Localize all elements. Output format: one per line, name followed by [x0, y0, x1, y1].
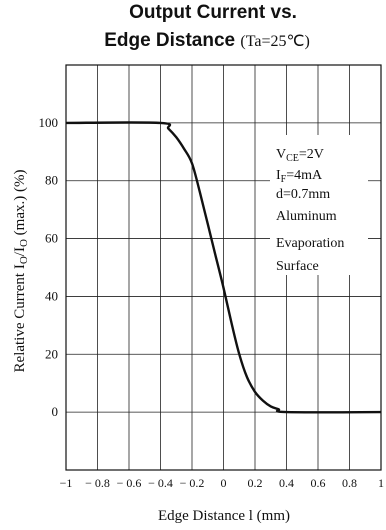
chart-title-line1: Output Current vs.	[129, 2, 297, 23]
series-line	[65, 121, 382, 414]
y-axis-label: Relative Current IO/IO (max.) (%)	[12, 170, 30, 373]
x-axis-label: Edge Distance l (mm)	[158, 508, 290, 524]
x-tick-label: 1	[378, 476, 384, 490]
plot-frame	[65, 64, 382, 471]
x-tick-label: − 0.8	[85, 476, 110, 490]
annotation-aluminum: Aluminum	[276, 209, 337, 224]
annotation-surface: Surface	[276, 259, 319, 274]
x-tick-label: 0.2	[248, 476, 263, 490]
x-tick-label: 0	[221, 476, 227, 490]
annotation-d: d=0.7mm	[276, 187, 330, 202]
tick-labels: −1 − 0.8 − 0.6 − 0.4 − 0.2 0 0.2 0.4 0.6 0.8 1 0 20 4…	[39, 115, 385, 490]
x-tick-label: − 0.4	[148, 476, 173, 490]
x-tick-label: 0.4	[279, 476, 294, 490]
annotation-if: IF=4mA	[276, 168, 323, 185]
annotation-evaporation: Evaporation	[276, 236, 344, 251]
x-tick-label: − 0.2	[180, 476, 205, 490]
chart-title-line2: Edge Distance (Ta=25℃)	[0, 30, 386, 52]
x-tick-label: 0.8	[342, 476, 357, 490]
y-tick-label: 100	[39, 115, 59, 130]
x-tick-label: −1	[60, 476, 73, 490]
annotation-vce: VCE=2V	[276, 147, 324, 164]
annotation-box: VCE=2V IF=4mA d=0.7mm Aluminum Evaporati…	[270, 135, 368, 275]
chart-title-condition: (Ta=25℃)	[240, 33, 310, 50]
x-tick-label: 0.6	[311, 476, 326, 490]
y-tick-label: 80	[45, 173, 58, 188]
y-tick-label: 0	[52, 404, 59, 419]
y-tick-label: 40	[45, 288, 58, 303]
chart-title-main: Edge Distance	[104, 30, 236, 51]
y-tick-label: 60	[45, 231, 58, 246]
y-tick-label: 20	[45, 346, 58, 361]
x-tick-label: − 0.6	[117, 476, 142, 490]
